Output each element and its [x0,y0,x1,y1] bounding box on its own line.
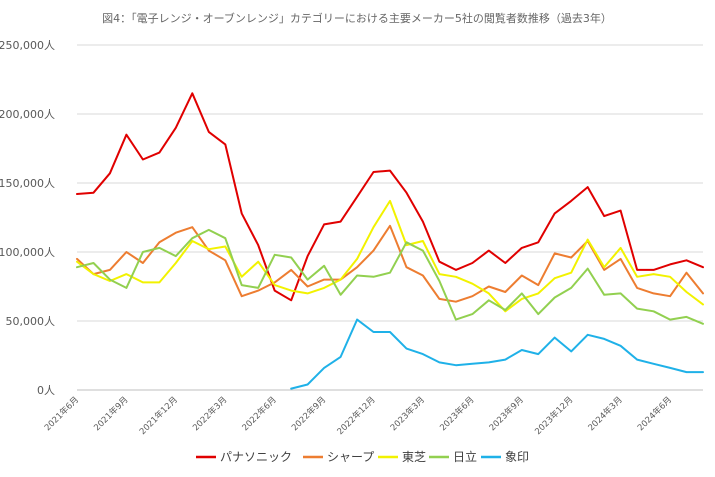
x-tick-label: 2021年12月 [137,394,180,437]
series-lines [76,92,704,390]
chart-title: 図4：「電子レンジ・オーブンレンジ」カテゴリーにおける主要メーカー5社の閲覧者数… [102,11,612,25]
y-tick-label: 0人 [37,384,55,397]
x-tick-label: 2022年9月 [289,394,328,433]
x-tick-label: 2024年3月 [586,394,625,433]
legend-label: 象印 [505,450,529,464]
legend-label: 東芝 [402,449,426,464]
series-line [76,92,704,302]
x-tick-label: 2022年6月 [240,394,279,433]
grid [77,44,703,391]
x-tick-label: 2024年6月 [635,394,674,433]
y-tick-label: 100,000人 [0,246,55,259]
y-tick-label: 50,000人 [6,315,56,328]
legend: パナソニック シャープ 東芝 日立 象印 [196,449,529,464]
legend-label: 日立 [453,449,477,464]
x-tick-label: 2022年3月 [190,394,229,433]
x-tick-label: 2023年12月 [533,394,576,437]
legend-item: 象印 [481,450,529,464]
y-tick-label: 150,000人 [0,177,55,190]
x-axis: 2021年6月 2021年9月 2021年12月 2022年3月 2022年6月 2022… [42,394,674,437]
legend-item: 東芝 [378,449,426,464]
y-tick-label: 200,000人 [0,108,55,121]
x-tick-label: 2023年3月 [388,394,427,433]
x-tick-label: 2021年9月 [92,394,131,433]
legend-item: シャープ [303,450,374,464]
series-line [290,318,704,390]
y-tick-label: 250,000人 [0,39,55,52]
x-tick-label: 2023年6月 [438,394,477,433]
series-line [76,224,704,303]
x-tick-label: 2022年12月 [335,394,378,437]
x-tick-label: 2023年9月 [487,394,526,433]
legend-label: パナソニック [220,450,292,464]
series-line [76,228,704,325]
series-line [76,199,704,313]
legend-label: シャープ [327,450,374,464]
legend-item: 日立 [429,449,477,464]
y-axis: 0人 50,000人 100,000人 150,000人 200,000人 250,000… [0,39,55,397]
legend-item: パナソニック [196,450,292,464]
x-tick-label: 2021年6月 [42,394,81,433]
